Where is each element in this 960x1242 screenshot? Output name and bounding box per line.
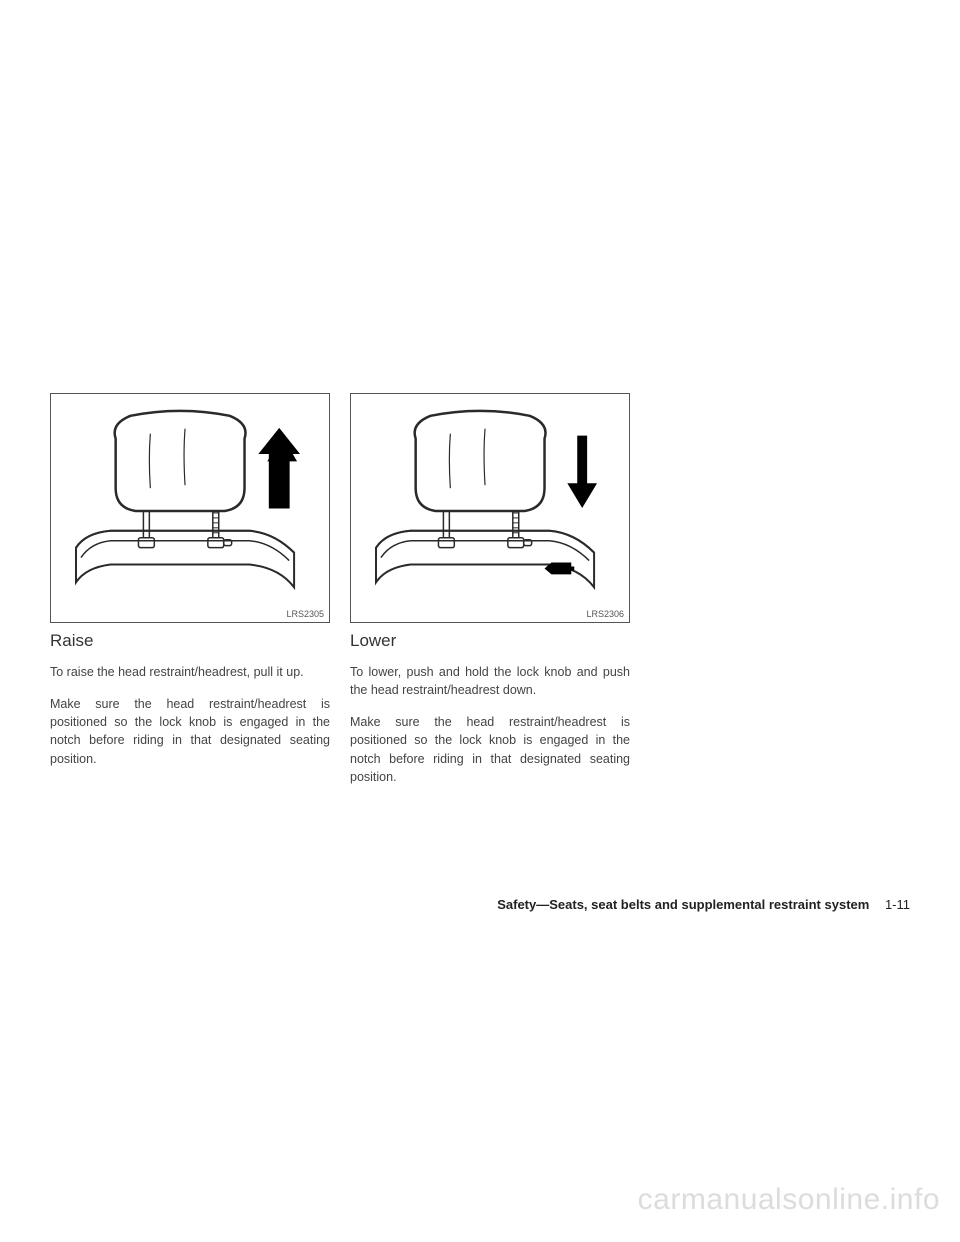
figure-lower: LRS2306 — [350, 393, 630, 623]
figure-label-raise: LRS2305 — [286, 609, 324, 619]
lower-p1: To lower, push and hold the lock knob an… — [350, 663, 630, 699]
columns-container: LRS2305 Raise To raise the head restrain… — [50, 393, 910, 800]
raise-p1: To raise the head restraint/headrest, pu… — [50, 663, 330, 681]
headrest-raise-icon — [51, 394, 329, 622]
raise-p2: Make sure the head restraint/headrest is… — [50, 695, 330, 768]
title-lower: Lower — [350, 631, 630, 651]
page-footer: Safety—Seats, seat belts and supplementa… — [497, 897, 910, 912]
title-raise: Raise — [50, 631, 330, 651]
column-lower: LRS2306 Lower To lower, push and hold th… — [350, 393, 630, 800]
watermark: carmanualsonline.info — [638, 1183, 940, 1217]
footer-section-title: Safety—Seats, seat belts and supplementa… — [497, 897, 869, 912]
column-raise: LRS2305 Raise To raise the head restrain… — [50, 393, 330, 800]
column-empty — [650, 393, 910, 800]
lower-p2: Make sure the head restraint/headrest is… — [350, 713, 630, 786]
page-content: LRS2305 Raise To raise the head restrain… — [50, 393, 910, 800]
figure-label-lower: LRS2306 — [586, 609, 624, 619]
footer-page-number: 1-11 — [885, 897, 910, 912]
headrest-lower-icon — [351, 394, 629, 622]
figure-raise: LRS2305 — [50, 393, 330, 623]
